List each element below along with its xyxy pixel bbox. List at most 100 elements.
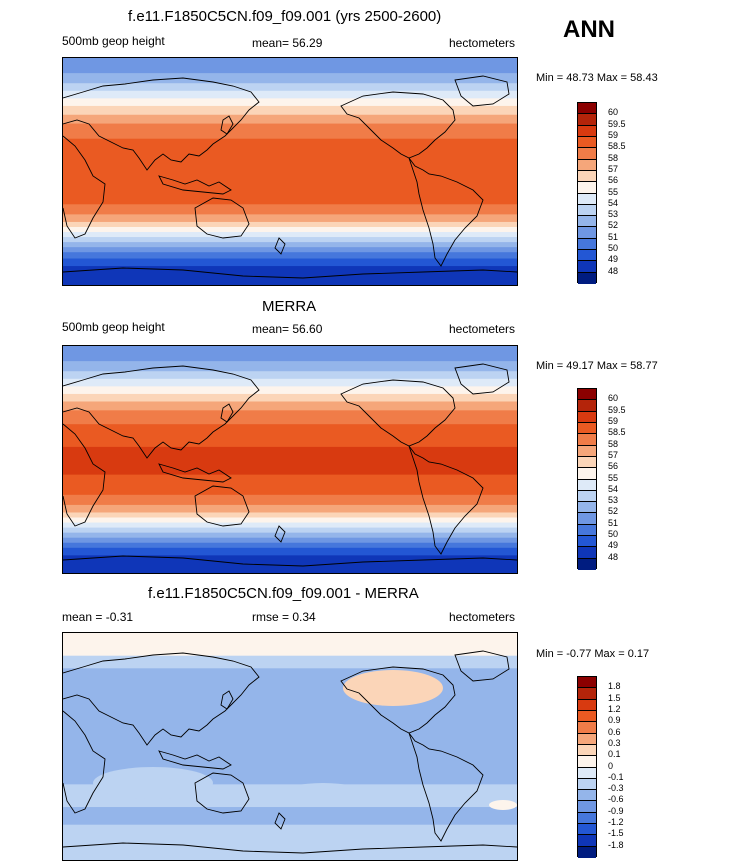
panel3-units-label: hectometers <box>449 610 516 624</box>
colorbar-swatch <box>578 824 596 836</box>
colorbar-tick-label: 57 <box>608 449 619 460</box>
contour-band <box>63 123 517 140</box>
panel1-units-label: hectometers <box>449 36 516 50</box>
colorbar-tick-label: 59 <box>608 415 619 426</box>
warm-anomaly-south-atlantic <box>489 800 517 810</box>
colorbar-tick-label: -1.2 <box>608 817 624 828</box>
contour-map <box>63 633 517 860</box>
season-label: ANN <box>563 16 615 43</box>
colorbar-tick-label: 51 <box>608 231 619 242</box>
colorbar-tick-label: 54 <box>608 483 619 494</box>
panel3-map <box>62 632 518 861</box>
colorbar-swatch <box>578 767 596 779</box>
coastline <box>194 485 250 527</box>
colorbar-swatch <box>578 400 596 412</box>
contour-band <box>63 214 517 223</box>
contour-band <box>63 547 517 556</box>
contour-band <box>63 401 517 411</box>
contour-band <box>63 378 517 387</box>
contour-band <box>63 633 517 657</box>
colorbar-tick-label: 1.5 <box>608 692 621 703</box>
colorbar-swatch <box>578 193 596 205</box>
contour-band <box>63 474 517 496</box>
colorbar-swatch <box>578 536 596 548</box>
coastline <box>274 525 286 543</box>
panel3-title: f.e11.F1850C5CN.f09_f09.001 - MERRA <box>148 585 419 602</box>
contour-band <box>63 668 517 710</box>
colorbar-tick-label: 55 <box>608 186 619 197</box>
contour-band <box>63 58 517 74</box>
colorbar-swatch <box>578 513 596 525</box>
panel1-field-label: 500mb geop height <box>62 34 165 48</box>
panel2-field-label: 500mb geop height <box>62 320 165 334</box>
contour-band <box>63 517 517 524</box>
contour-band <box>63 424 517 448</box>
colorbar-swatch <box>578 272 596 284</box>
colorbar-swatch <box>578 445 596 457</box>
colorbar-swatch <box>578 136 596 149</box>
colorbar-swatch <box>578 733 596 745</box>
contour-band <box>63 410 517 425</box>
panel3-colorbar <box>577 676 597 858</box>
colorbar-swatch <box>578 216 596 228</box>
colorbar-swatch <box>578 710 596 723</box>
coastline <box>158 175 232 195</box>
contour-map <box>63 58 517 285</box>
colorbar-tick-label: 0.6 <box>608 726 621 737</box>
coastline <box>454 363 510 395</box>
colorbar-tick-label: 53 <box>608 209 619 220</box>
colorbar-tick-label: 52 <box>608 220 619 231</box>
panel2-units-label: hectometers <box>449 322 516 336</box>
contour-band <box>63 204 517 215</box>
colorbar-tick-label: 48 <box>608 265 619 276</box>
coastline <box>63 135 106 239</box>
warm-anomaly-north-america <box>343 670 443 706</box>
panel2-map <box>62 345 518 574</box>
contour-band <box>63 527 517 534</box>
contour-band <box>63 247 517 253</box>
contour-band <box>63 73 517 84</box>
colorbar-tick-label: 59.5 <box>608 118 626 129</box>
contour-band <box>63 512 517 519</box>
colorbar-swatch <box>578 558 596 570</box>
contour-map <box>63 346 517 573</box>
colorbar-tick-label: 58 <box>608 438 619 449</box>
colorbar-swatch <box>578 103 596 115</box>
colorbar-swatch <box>578 422 596 435</box>
panel3-mean-label: mean = -0.31 <box>62 610 134 624</box>
coastline <box>408 445 484 555</box>
coastline <box>220 690 234 710</box>
coastline <box>63 423 106 527</box>
colorbar-swatch <box>578 456 596 469</box>
colorbar-swatch <box>578 389 596 401</box>
colorbar-swatch <box>578 490 596 503</box>
panel2-minmax-label: Min = 49.17 Max = 58.77 <box>536 360 658 372</box>
coastline <box>408 732 484 842</box>
coastline <box>220 403 234 423</box>
colorbar-swatch <box>578 125 596 137</box>
contour-band <box>63 237 517 243</box>
contour-band <box>63 114 517 125</box>
colorbar-swatch <box>578 502 596 514</box>
contour-band <box>63 393 517 402</box>
coastline <box>63 365 260 459</box>
panel1-map <box>62 57 518 286</box>
contour-band <box>63 504 517 513</box>
coastline <box>340 379 456 447</box>
panel2-colorbar <box>577 388 597 570</box>
coastline <box>194 197 250 239</box>
contour-band <box>63 655 517 669</box>
coastline <box>63 652 260 746</box>
contour-band <box>63 258 517 267</box>
colorbar-tick-label: 0.3 <box>608 737 621 748</box>
coastline <box>340 91 456 159</box>
contour-band <box>63 537 517 544</box>
colorbar-swatch <box>578 261 596 273</box>
contour-band <box>63 346 517 362</box>
weak-anomaly-indian-ocean <box>93 767 213 799</box>
colorbar-tick-label: 58 <box>608 152 619 163</box>
coastline <box>454 75 510 107</box>
colorbar-tick-label: 59.5 <box>608 404 626 415</box>
colorbar-tick-label: 0.1 <box>608 749 621 760</box>
colorbar-tick-label: 54 <box>608 197 619 208</box>
